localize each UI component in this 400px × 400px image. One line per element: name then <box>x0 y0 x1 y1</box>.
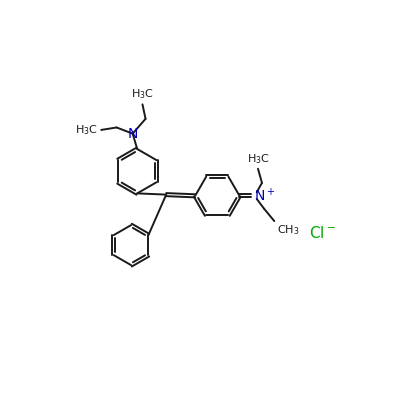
Text: H$_3$C: H$_3$C <box>131 87 154 101</box>
Text: H$_3$C: H$_3$C <box>74 123 98 137</box>
Text: H$_3$C: H$_3$C <box>246 152 270 166</box>
Text: Cl$^-$: Cl$^-$ <box>308 225 336 241</box>
Text: N: N <box>128 127 138 141</box>
Text: CH$_3$: CH$_3$ <box>277 224 299 237</box>
Text: N$^+$: N$^+$ <box>254 186 275 204</box>
